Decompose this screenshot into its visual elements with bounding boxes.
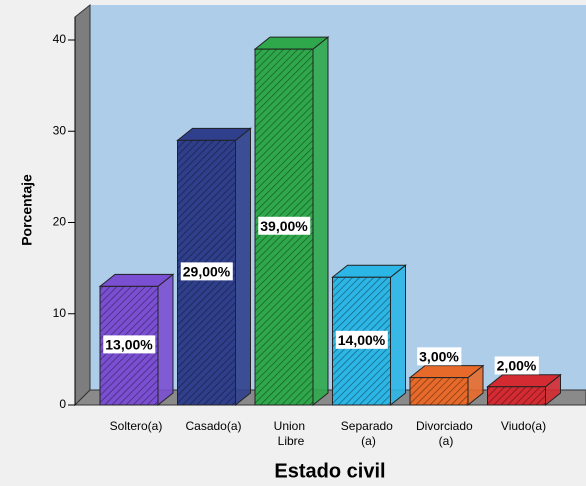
value-label-text: 14,00%	[338, 332, 386, 348]
y-tick-label: 40	[53, 32, 67, 46]
bar	[409, 377, 469, 406]
bar-side	[390, 264, 406, 407]
y-tick-label: 0	[59, 397, 66, 411]
value-label-box	[103, 335, 156, 354]
x-tick-label: Divorciado (a)	[416, 419, 476, 448]
value-label-text: 3,00%	[419, 348, 459, 364]
value-label: 14,00%	[335, 330, 388, 349]
y-tick-label: 10	[53, 306, 67, 320]
x-tick-label: Union Libre	[274, 419, 309, 448]
value-label-text: 2,00%	[497, 357, 537, 373]
value-label-text: 39,00%	[260, 218, 308, 234]
x-axis-title: Estado civil	[274, 460, 385, 482]
value-label-box	[180, 262, 233, 281]
value-label-text: 13,00%	[105, 336, 153, 352]
value-label: 2,00%	[494, 356, 539, 375]
x-tick-label: Casado(a)	[185, 419, 241, 433]
bar-side	[235, 127, 251, 407]
x-tick-label: Soltero(a)	[110, 419, 163, 433]
y-axis-title: Porcentaje	[19, 174, 35, 246]
value-label-box	[335, 330, 388, 349]
bar-side	[312, 36, 329, 407]
value-label-box	[258, 216, 311, 235]
value-label: 29,00%	[180, 262, 233, 281]
value-label: 13,00%	[103, 335, 156, 354]
value-label: 3,00%	[417, 347, 462, 366]
x-tick-label: Separado (a)	[341, 419, 396, 448]
y-tick-label: 30	[53, 123, 67, 137]
y-tick-label: 20	[53, 215, 67, 229]
x-tick-label: Viudo(a)	[501, 419, 546, 433]
left-wall	[74, 3, 91, 407]
value-label-box	[494, 356, 539, 375]
value-label-text: 29,00%	[183, 263, 231, 279]
bar-side	[157, 273, 174, 407]
value-label-box	[417, 347, 462, 366]
value-label: 39,00%	[258, 216, 311, 235]
bar	[487, 386, 546, 406]
